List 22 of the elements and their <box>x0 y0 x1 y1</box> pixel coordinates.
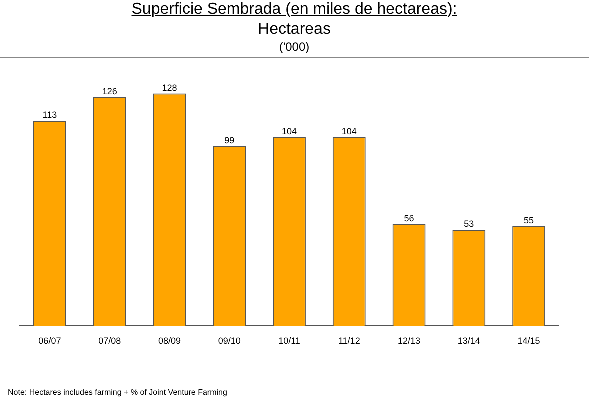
data-label: 56 <box>404 214 414 224</box>
x-tick-label: 10/11 <box>278 336 300 346</box>
x-tick-label: 11/12 <box>338 336 360 346</box>
x-tick-label: 14/15 <box>518 336 540 346</box>
chart-subtitle: Hectareas <box>257 20 332 39</box>
data-label: 104 <box>342 126 357 136</box>
data-label: 53 <box>464 218 474 229</box>
data-label: 113 <box>42 110 58 120</box>
chart-title: Superficie Sembrada (en miles de hectareas): <box>130 0 458 19</box>
data-label: 128 <box>162 82 178 93</box>
data-label: 99 <box>224 135 235 146</box>
x-tick-label: 07/08 <box>98 336 122 346</box>
x-tick-label: 12/13 <box>398 336 421 346</box>
x-tick-label: 08/09 <box>158 336 181 346</box>
data-label: 104 <box>282 126 298 136</box>
data-label: 126 <box>102 86 118 96</box>
text: ('000) <box>278 40 311 54</box>
x-tick-label: 06/07 <box>38 336 62 346</box>
x-tick-label: 13/14 <box>458 336 480 346</box>
text: Note: Hectares includes farming + % of Joint Venture Farming <box>8 388 228 397</box>
x-tick-label: 09/10 <box>218 336 241 346</box>
data-label: 55 <box>524 215 534 226</box>
